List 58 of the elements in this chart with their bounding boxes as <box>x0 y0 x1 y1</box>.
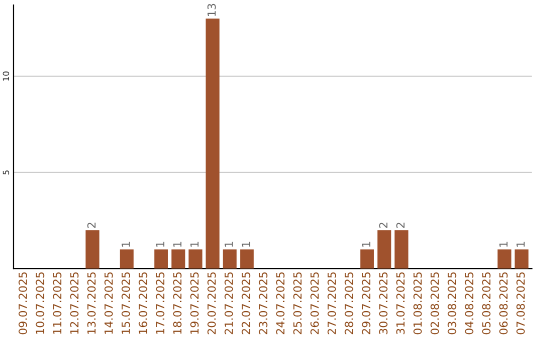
y-tick-label: 10 <box>2 72 10 81</box>
x-tick-label: 09.07.2025 <box>18 272 28 334</box>
bar <box>154 249 168 269</box>
bar <box>377 230 392 269</box>
data-label: 1 <box>242 242 250 247</box>
x-tick-label: 19.07.2025 <box>190 272 199 334</box>
x-tick-label: 04.08.2025 <box>464 272 474 334</box>
data-label: 1 <box>190 242 199 247</box>
x-tick-label: 15.07.2025 <box>122 272 130 334</box>
x-tick-label: 23.07.2025 <box>258 272 268 334</box>
x-tick-label: 20.07.2025 <box>207 272 216 334</box>
x-tick-label: 14.07.2025 <box>104 272 113 334</box>
x-tick-label: 10.07.2025 <box>36 272 44 334</box>
x-tick-label: 02.08.2025 <box>430 272 439 334</box>
x-tick-label: 03.08.2025 <box>448 272 456 334</box>
bar <box>171 249 186 269</box>
data-label: 1 <box>156 242 164 247</box>
bar <box>498 249 512 269</box>
data-label: 1 <box>499 242 508 247</box>
x-tick-label: 24.07.2025 <box>276 272 285 334</box>
x-tick-label: 26.07.2025 <box>310 272 319 334</box>
data-label: 1 <box>173 242 182 247</box>
bar <box>206 18 220 269</box>
x-tick-label: 30.07.2025 <box>379 272 388 334</box>
x-tick-label: 05.08.2025 <box>482 272 490 334</box>
bar <box>222 249 237 269</box>
data-label: 2 <box>396 222 405 228</box>
x-tick-label: 27.07.2025 <box>328 272 336 334</box>
data-label: 1 <box>224 242 233 247</box>
x-tick-label: 25.07.2025 <box>293 272 302 334</box>
x-tick-label: 06.08.2025 <box>499 272 508 334</box>
x-tick-label: 21.07.2025 <box>224 272 234 334</box>
bar <box>360 249 374 269</box>
y-tick-label: 5 <box>2 170 10 174</box>
x-tick-label: 17.07.2025 <box>156 272 164 334</box>
x-tick-label: 22.07.2025 <box>242 272 250 334</box>
x-tick-label: 01.08.2025 <box>413 272 422 334</box>
bar <box>394 230 408 269</box>
data-label: 1 <box>122 242 130 247</box>
bar <box>240 249 254 269</box>
bar <box>514 249 528 269</box>
x-tick-label: 31.07.2025 <box>396 272 405 334</box>
bar <box>188 249 202 269</box>
x-tick-label: 07.08.2025 <box>516 272 525 334</box>
x-tick-label: 12.07.2025 <box>70 272 79 334</box>
x-tick-label: 28.07.2025 <box>344 272 354 334</box>
x-tick-label: 11.07.2025 <box>52 272 62 334</box>
x-tick-label: 13.07.2025 <box>87 272 96 334</box>
x-tick-label: 29.07.2025 <box>362 272 370 334</box>
data-label: 1 <box>516 242 525 247</box>
data-label: 2 <box>87 222 96 228</box>
data-label: 2 <box>379 222 388 228</box>
data-label: 1 <box>362 242 370 247</box>
x-tick-label: 16.07.2025 <box>138 272 148 334</box>
bar <box>86 230 100 269</box>
bar <box>120 249 134 269</box>
x-tick-label: 18.07.2025 <box>173 272 182 334</box>
data-label: 13 <box>207 4 216 16</box>
